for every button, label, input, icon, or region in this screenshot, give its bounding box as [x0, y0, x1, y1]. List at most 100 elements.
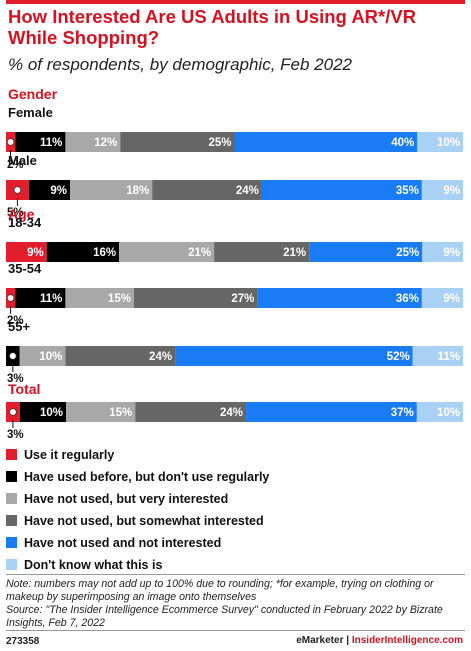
bar-segment	[28, 180, 70, 200]
bar-segment	[66, 402, 136, 422]
stacked-bar-chart: Gender Female 2% 11% 12% 25% 40% 10% Male 5% 9% 18%…	[6, 86, 463, 441]
data-label: 24%	[220, 407, 243, 419]
data-label: 36%	[396, 293, 419, 305]
data-label: 40%	[391, 137, 414, 149]
callout-dot	[9, 352, 17, 360]
bar-segment	[421, 288, 463, 308]
group-label: Age	[8, 206, 35, 222]
bar-segment	[119, 242, 215, 262]
callout-dot	[13, 186, 22, 194]
bar-segment	[65, 288, 134, 308]
bar-segment	[135, 402, 247, 422]
data-label: 10%	[437, 407, 460, 419]
bar-segment	[416, 402, 463, 422]
data-label: 10%	[40, 407, 63, 419]
callout-dot	[6, 138, 15, 146]
data-label: 11%	[40, 137, 62, 149]
bar-segment	[152, 180, 262, 200]
data-label: 3%	[7, 429, 24, 441]
data-label: 16%	[93, 247, 116, 259]
data-label: 15%	[109, 407, 132, 419]
data-label: 9%	[27, 247, 44, 259]
legend-swatch	[6, 515, 17, 526]
bar-segment	[15, 288, 66, 308]
chart-subtitle: % of respondents, by demographic, Feb 20…	[8, 55, 352, 74]
data-label: 21%	[283, 247, 306, 259]
data-label: 21%	[188, 247, 211, 259]
group-label: Gender	[8, 86, 58, 102]
bar-segment	[257, 288, 422, 308]
brand-emarketer: eMarketer	[296, 635, 344, 646]
data-label: 11%	[438, 351, 460, 363]
data-label: 2%	[7, 315, 24, 327]
legend-label: Have not used, but very interested	[24, 492, 229, 506]
bar-segment	[417, 132, 463, 152]
row-label: 35-54	[8, 261, 42, 276]
data-label: 9%	[443, 293, 460, 305]
footnote: Note: numbers may not add up to 100% due…	[6, 578, 466, 630]
bar-segment	[412, 346, 463, 366]
data-label: 25%	[396, 247, 419, 259]
callout-dot	[9, 408, 17, 416]
footer-divider-bottom	[6, 630, 465, 631]
bar-segment	[175, 346, 413, 366]
data-label: 2%	[7, 159, 24, 171]
data-label: 10%	[39, 351, 62, 363]
legend-label: Have used before, but don't use regularl…	[24, 470, 270, 484]
bar-segment	[261, 180, 422, 200]
bar-segment	[19, 346, 66, 366]
data-label: 9%	[443, 185, 460, 197]
legend-label: Use it regularly	[24, 448, 115, 462]
bar-segment	[246, 402, 417, 422]
legend-swatch	[6, 471, 17, 482]
data-label: 35%	[396, 185, 419, 197]
bar-segment	[69, 180, 153, 200]
bar-segment	[120, 132, 235, 152]
data-label: 15%	[108, 293, 131, 305]
data-label: 11%	[40, 293, 62, 305]
legend-label: Have not used, but somewhat interested	[24, 514, 264, 528]
brand-separator: |	[346, 635, 350, 646]
legend-label: Have not used and not interested	[24, 536, 222, 550]
legend-swatch	[6, 449, 17, 460]
bar-segment	[422, 242, 463, 262]
row-label: 18-34	[8, 215, 42, 230]
top-rule	[6, 0, 465, 4]
data-label: 9%	[443, 247, 460, 259]
data-label: 37%	[391, 407, 414, 419]
data-label: 18%	[126, 185, 149, 197]
data-label: 9%	[50, 185, 67, 197]
group-label: Total	[8, 381, 40, 397]
callout-dot	[6, 294, 15, 302]
brand-insider-intelligence: InsiderIntelligence.com	[351, 635, 463, 646]
data-label: 10%	[437, 137, 460, 149]
footer-divider	[6, 574, 465, 575]
legend-swatch	[6, 493, 17, 504]
bar-segment	[421, 180, 463, 200]
bar-segment	[19, 402, 67, 422]
data-label: 5%	[7, 207, 24, 219]
chart-id: 273358	[6, 636, 40, 647]
data-label: 25%	[208, 137, 231, 149]
data-label: 3%	[7, 373, 24, 385]
bar-segment	[234, 132, 418, 152]
bar-segment	[65, 132, 121, 152]
data-label: 27%	[231, 293, 254, 305]
data-label: 24%	[149, 351, 172, 363]
data-label: 52%	[387, 351, 410, 363]
bar-segment	[133, 288, 258, 308]
bar-segment	[46, 242, 120, 262]
data-label: 12%	[94, 137, 117, 149]
legend-label: Don't know what this is	[24, 558, 163, 572]
row-label: 55+	[8, 319, 30, 334]
legend-swatch	[6, 559, 17, 570]
legend-swatch	[6, 537, 17, 548]
source-text: Source: "The Insider Intelligence Ecomme…	[6, 604, 443, 629]
bar-segment	[309, 242, 423, 262]
brand-credit: eMarketer | InsiderIntelligence.com	[296, 635, 463, 646]
chart-title: How Interested Are US Adults in Using AR…	[8, 6, 417, 48]
note-text: Note: numbers may not add up to 100% due…	[6, 578, 434, 603]
bar-segment	[65, 346, 176, 366]
bar-segment	[6, 242, 47, 262]
data-label: 24%	[236, 185, 259, 197]
